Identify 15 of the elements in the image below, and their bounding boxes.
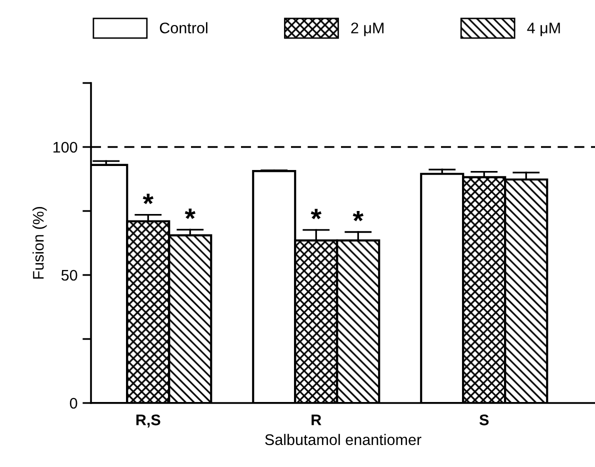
y-tick-label: 0 <box>70 398 78 409</box>
annotation: * <box>142 194 154 204</box>
y-tick-label: 100 <box>53 142 78 153</box>
annotation: * <box>352 210 364 222</box>
y-tick-label: 50 <box>61 270 78 281</box>
legend-label: 2 μM <box>351 22 384 36</box>
x-tick-label: R <box>312 414 322 426</box>
x-axis-title: Salbutamol enantiomer <box>265 434 422 446</box>
annotation: * <box>184 208 196 219</box>
legend-label: 4 μM <box>527 22 560 36</box>
x-tick-label: R,S <box>136 414 160 428</box>
legend-label: Control <box>160 22 208 34</box>
x-tick-label: S <box>479 414 489 426</box>
y-axis-title: Fusion (%) <box>32 207 47 279</box>
annotation: * <box>310 208 322 220</box>
